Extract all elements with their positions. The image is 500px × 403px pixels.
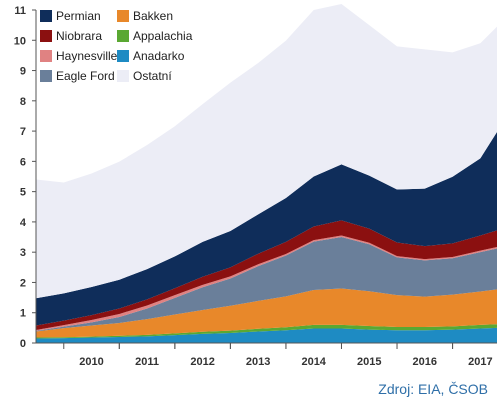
y-tick-label: 1 (20, 308, 26, 320)
legend-swatch-anadarko (117, 50, 129, 62)
x-tick-label: 2012 (190, 356, 214, 368)
legend-swatch-appalachia (117, 30, 129, 42)
y-tick-label: 0 (20, 338, 26, 350)
y-tick-label: 10 (14, 35, 26, 47)
y-tick-label: 8 (20, 96, 26, 108)
legend-swatch-permian (40, 10, 52, 22)
legend: Permian Bakken Niobrara Appalachia Haynesvil… (40, 9, 193, 83)
legend-label-anadarko: Anadarko (133, 49, 185, 63)
area-eagle-ford (36, 237, 497, 332)
stacked-area-chart: 0 1 2 3 4 5 6 7 8 9 10 11 2010 2011 2012 2013 2014 2015 20… (14, 3, 497, 368)
x-tick-label: 2011 (135, 356, 159, 368)
area-permian (36, 131, 497, 326)
legend-label-bakken: Bakken (133, 9, 173, 23)
x-tick-label: 2010 (79, 356, 103, 368)
y-tick-label: 5 (20, 187, 26, 199)
area-niobrara (36, 220, 497, 330)
x-tick-label: 2016 (413, 356, 437, 368)
y-tick-label: 2 (20, 277, 26, 289)
x-tick-label: 2015 (357, 356, 381, 368)
area-bakken (36, 288, 497, 338)
source-note: Zdroj: EIA, ČSOB (378, 381, 488, 397)
legend-label-niobrara: Niobrara (56, 29, 102, 43)
legend-label-appalachia: Appalachia (133, 29, 193, 43)
x-tick-label: 2017 (468, 356, 492, 368)
legend-label-haynesville: Haynesville (56, 49, 118, 63)
legend-label-ostatni: Ostatní (133, 69, 172, 83)
area-anadarko (36, 327, 497, 343)
y-tick-label: 3 (20, 247, 26, 259)
legend-label-permian: Permian (56, 9, 101, 23)
axes: 0 1 2 3 4 5 6 7 8 9 10 11 2010 2011 2012 2013 2014 2015 20… (14, 5, 497, 368)
y-tick-label: 9 (20, 66, 26, 78)
x-tick-label: 2013 (246, 356, 270, 368)
y-tick-label: 4 (20, 217, 27, 229)
area-layers (36, 3, 497, 343)
legend-swatch-ostatni (117, 70, 129, 82)
area-appalachia (36, 324, 497, 339)
area-ostatni (36, 3, 497, 299)
legend-label-eagle-ford: Eagle Ford (56, 69, 115, 83)
y-tick-label: 6 (20, 156, 26, 168)
y-tick-label: 11 (14, 5, 26, 17)
legend-swatch-bakken (117, 10, 129, 22)
legend-swatch-niobrara (40, 30, 52, 42)
legend-swatch-haynesville (40, 50, 52, 62)
y-tick-label: 7 (20, 126, 26, 138)
legend-swatch-eagle-ford (40, 70, 52, 82)
x-tick-label: 2014 (301, 356, 326, 368)
